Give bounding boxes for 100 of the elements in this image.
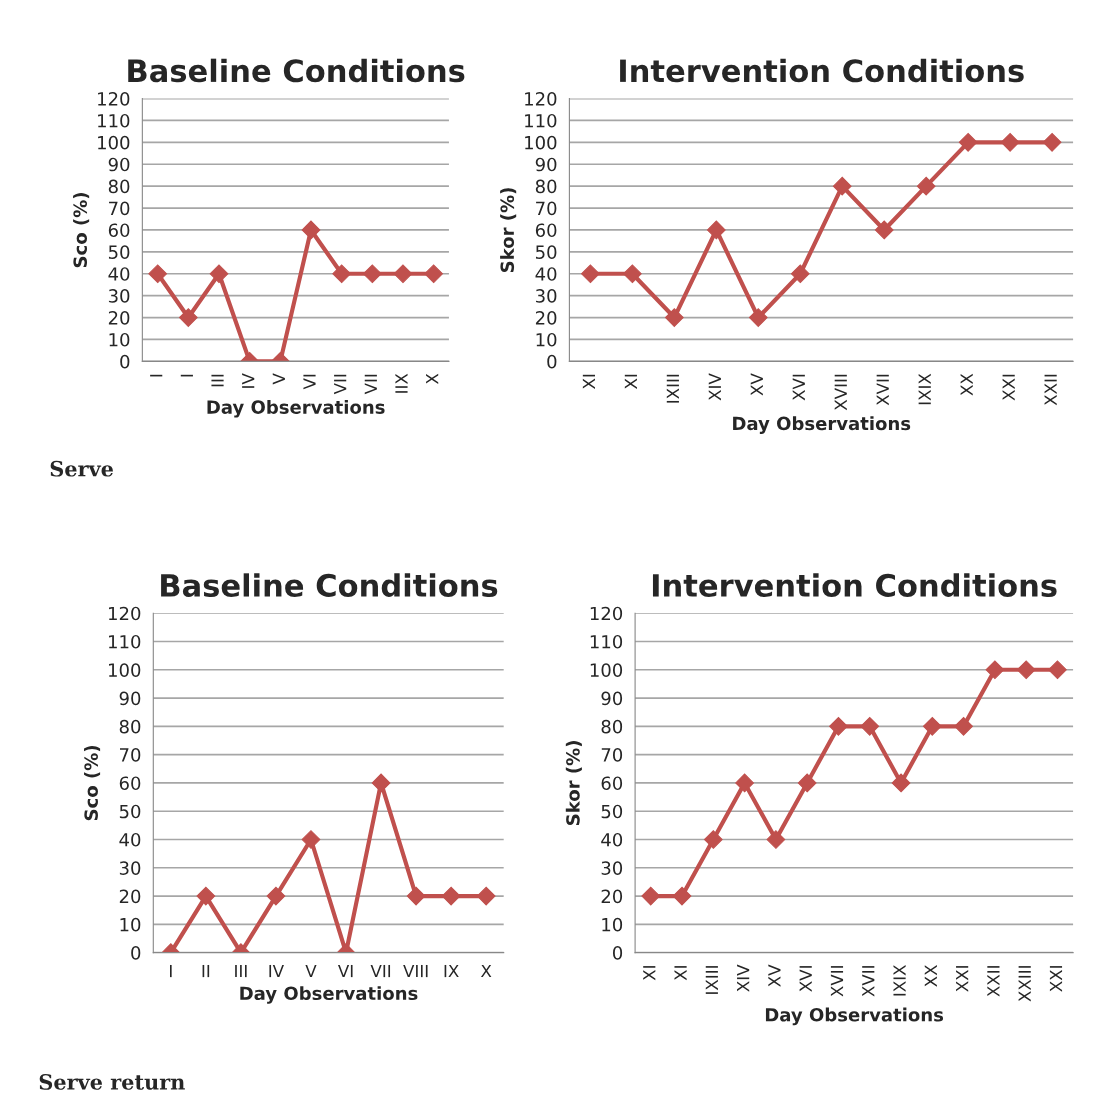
- point: [1000, 132, 1020, 152]
- y-tick-label: 90: [601, 691, 623, 706]
- y-tick-label: 40: [108, 267, 130, 281]
- y-tick-label: 20: [535, 311, 557, 325]
- y-tick-label: 80: [601, 719, 623, 734]
- y-tick-label: 120: [109, 606, 141, 621]
- y-tick-label: 0: [613, 946, 623, 960]
- x-tick-label: XVII: [862, 966, 875, 997]
- y-tick-label: 10: [536, 332, 557, 347]
- x-tick-label: XIV: [737, 964, 750, 992]
- point: [672, 886, 692, 906]
- y-tick-label: 80: [535, 179, 557, 194]
- y-tick-label: 90: [535, 157, 557, 172]
- y-tick-label: 60: [119, 776, 141, 791]
- x-tick-label: XI: [624, 374, 637, 389]
- chart-title: Baseline Conditions: [161, 573, 498, 597]
- x-tick-label: XV: [768, 964, 781, 987]
- x-tick-label: I: [180, 374, 193, 377]
- x-tick-label: IIX: [395, 373, 408, 393]
- x-tick-label: XVI: [792, 374, 805, 401]
- x-tick-label: XVI: [799, 966, 812, 992]
- point: [985, 660, 1005, 680]
- y-tick-label: 0: [120, 354, 130, 369]
- chart-title: Intervention Conditions: [620, 58, 1024, 83]
- y-tick-label: 30: [536, 289, 557, 303]
- y-tick-label: 60: [601, 776, 623, 791]
- point: [954, 716, 973, 736]
- y-tick-label: 120: [525, 92, 557, 106]
- x-tick-label: VII: [334, 374, 347, 395]
- x-tick-label: X: [480, 964, 492, 978]
- point: [916, 176, 936, 196]
- x-tick-label: VII: [364, 374, 377, 395]
- x-tick-label: XXI: [956, 966, 969, 992]
- x-tick-label: I: [150, 374, 163, 377]
- x-tick-label: VII: [370, 964, 391, 978]
- point: [703, 830, 723, 849]
- y-tick-label: 100: [109, 663, 141, 677]
- chart-title: Baseline Conditions: [128, 58, 465, 83]
- x-tick-label: XVIII: [834, 374, 847, 411]
- x-tick-label: IXIX: [893, 964, 906, 996]
- chart-title: Intervention Conditions: [652, 573, 1057, 597]
- x-tick-label: XX: [924, 964, 937, 987]
- y-axis-title: Skor (%): [565, 741, 582, 825]
- point: [1048, 660, 1067, 680]
- y-tick-label: 20: [119, 889, 141, 904]
- point: [664, 308, 684, 327]
- x-axis-title: Day Observations: [207, 399, 385, 418]
- point: [958, 132, 978, 152]
- text: Serve: [50, 460, 113, 477]
- x-tick-label: XX: [960, 373, 973, 396]
- y-tick-label: 40: [535, 267, 557, 281]
- y-tick-label: 70: [120, 748, 141, 762]
- y-tick-label: 70: [536, 201, 557, 216]
- y-tick-label: 70: [109, 201, 130, 216]
- point: [797, 773, 817, 793]
- point: [623, 264, 642, 284]
- x-tick-label: XVII: [876, 374, 889, 406]
- y-tick-label: 10: [109, 332, 130, 347]
- y-tick-label: 50: [119, 804, 141, 819]
- y-tick-label: 110: [525, 113, 557, 128]
- x-tick-label: XI: [643, 966, 656, 981]
- y-tick-label: 0: [131, 946, 141, 960]
- x-tick-label: IXIII: [705, 966, 718, 994]
- y-tick-label: 100: [98, 135, 130, 150]
- x-tick-label: IV: [242, 373, 255, 388]
- y-tick-label: 40: [119, 832, 141, 847]
- x-tick-label: IV: [269, 964, 284, 978]
- x-tick-label: III: [211, 374, 224, 387]
- y-tick-label: 80: [119, 719, 141, 734]
- x-tick-label: V: [272, 373, 285, 385]
- point: [922, 716, 942, 736]
- x-tick-label: VIII: [403, 964, 428, 978]
- y-tick-label: 40: [601, 832, 623, 847]
- x-axis-title: Day Observations: [240, 986, 418, 1004]
- x-tick-label: XIV: [708, 373, 721, 401]
- point: [860, 716, 880, 736]
- x-tick-label: V: [305, 964, 317, 978]
- y-tick-label: 90: [108, 157, 130, 172]
- y-tick-label: 50: [108, 245, 130, 259]
- y-tick-label: 20: [601, 889, 623, 904]
- x-tick-label: XXI: [1002, 374, 1015, 401]
- point: [706, 220, 726, 240]
- y-tick-label: 70: [601, 748, 623, 762]
- y-axis-title: Sco (%): [73, 193, 90, 268]
- y-tick-label: 30: [108, 289, 130, 303]
- point: [748, 308, 768, 327]
- point: [1042, 132, 1062, 152]
- point: [874, 220, 894, 240]
- y-tick-label: 80: [108, 179, 130, 194]
- y-tick-label: 50: [601, 804, 623, 819]
- y-tick-label: 10: [602, 917, 623, 932]
- text: Serve return: [39, 1074, 185, 1090]
- x-tick-label: XV: [750, 373, 763, 396]
- point: [832, 176, 852, 196]
- x-axis-title: Day Observations: [733, 416, 911, 434]
- point: [790, 264, 810, 284]
- y-tick-label: 120: [98, 92, 130, 106]
- point: [581, 264, 600, 284]
- point: [891, 773, 911, 793]
- x-tick-label: IX: [444, 964, 459, 978]
